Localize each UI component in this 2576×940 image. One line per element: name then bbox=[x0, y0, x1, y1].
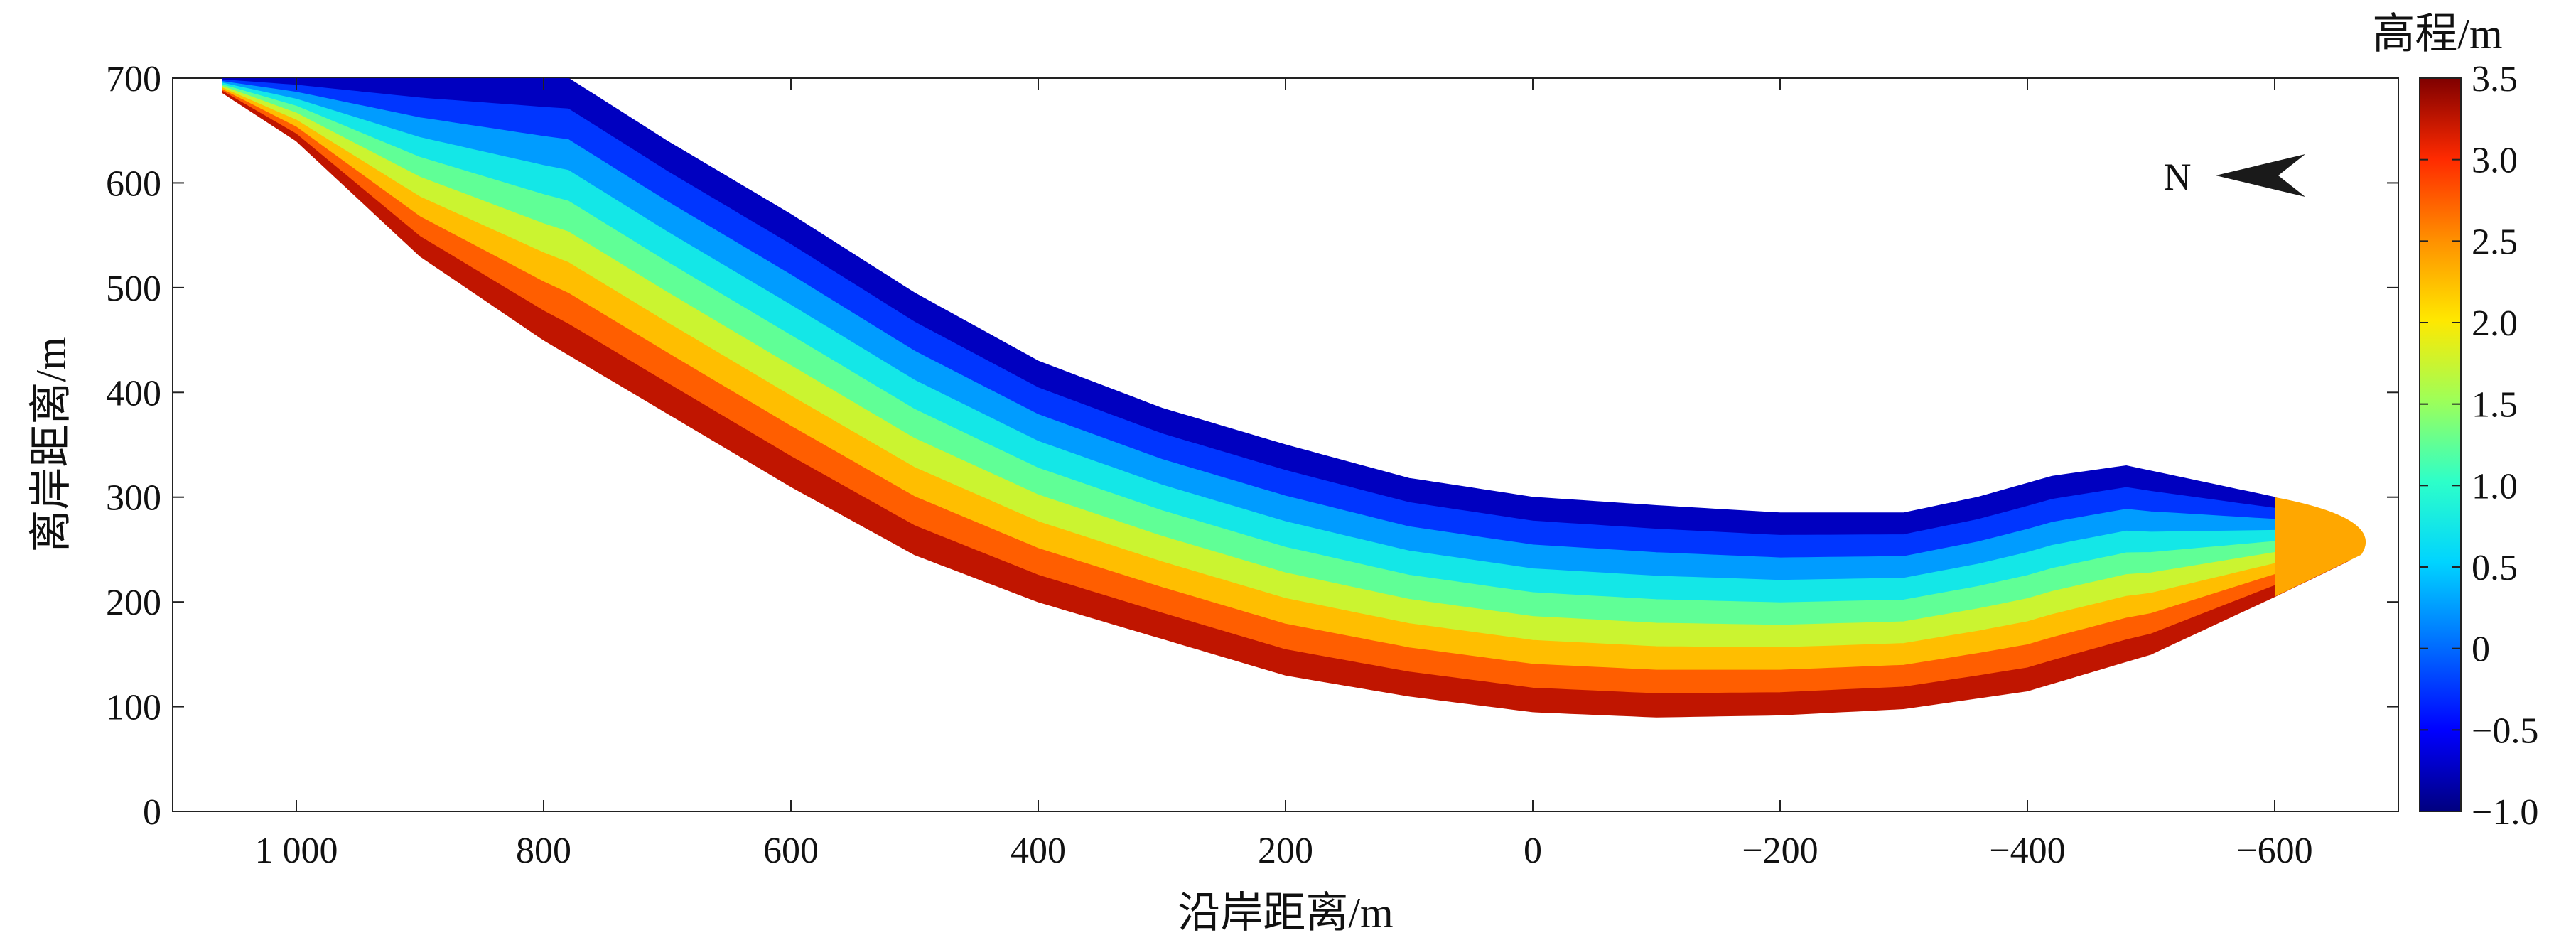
colorbar-tick-label: −1.0 bbox=[2472, 792, 2538, 833]
x-tick-label: −200 bbox=[1742, 831, 1818, 871]
y-tick-label: 300 bbox=[106, 478, 161, 519]
x-tick-label: 200 bbox=[1258, 831, 1313, 871]
x-tick-label: 800 bbox=[516, 831, 571, 871]
x-tick-label: −600 bbox=[2236, 831, 2312, 871]
y-tick-label: 400 bbox=[106, 373, 161, 414]
colorbar-tick-label: 3.5 bbox=[2472, 59, 2518, 99]
colorbar-tick-label: 1.5 bbox=[2472, 385, 2518, 426]
y-axis: 0 100 200 300 400 500 600 700 bbox=[106, 59, 2398, 833]
colorbar-title: 高程/m bbox=[2372, 11, 2502, 58]
x-tick-label: 400 bbox=[1011, 831, 1066, 871]
x-tick-label: 1 000 bbox=[255, 831, 338, 871]
y-tick-label: 700 bbox=[106, 59, 161, 99]
colorbar-tick-label: −0.5 bbox=[2472, 711, 2538, 751]
colorbar-tick-label: 2.0 bbox=[2472, 303, 2518, 344]
north-label: N bbox=[2164, 156, 2192, 198]
colorbar-tick-label: 2.5 bbox=[2472, 222, 2518, 262]
y-tick-label: 200 bbox=[106, 583, 161, 623]
y-tick-label: 600 bbox=[106, 163, 161, 204]
beach-elevation-field bbox=[222, 78, 2366, 718]
north-indicator: N bbox=[2164, 154, 2305, 198]
colorbar-tick-label: 3.0 bbox=[2472, 141, 2518, 181]
colorbar: 高程/m −1.0 −0.5 0 0.5 1.0 1.5 2.0 2.5 3.0 3.5 bbox=[2372, 11, 2538, 833]
y-tick-label: 100 bbox=[106, 688, 161, 728]
y-tick-label: 500 bbox=[106, 269, 161, 309]
colorbar-tick-label: 0 bbox=[2472, 630, 2490, 670]
y-tick-label: 0 bbox=[143, 792, 161, 833]
x-tick-label: 0 bbox=[1524, 831, 1542, 871]
colorbar-bar bbox=[2419, 77, 2462, 812]
colorbar-tick-label: 0.5 bbox=[2472, 548, 2518, 588]
beach-tip bbox=[2275, 497, 2366, 597]
colorbar-tick-label: 1.0 bbox=[2472, 466, 2518, 507]
x-axis: 1 000 800 600 400 200 0 −200 −400 −600 bbox=[255, 78, 2313, 871]
colorbar-ticks: −1.0 −0.5 0 0.5 1.0 1.5 2.0 2.5 3.0 3.5 bbox=[2420, 59, 2538, 833]
x-tick-label: −400 bbox=[1989, 831, 2065, 871]
north-arrow-icon bbox=[2216, 154, 2305, 197]
x-axis-title: 沿岸距离/m bbox=[1177, 890, 1393, 936]
y-axis-title: 离岸距离/m bbox=[28, 337, 75, 552]
x-tick-label: 600 bbox=[763, 831, 819, 871]
